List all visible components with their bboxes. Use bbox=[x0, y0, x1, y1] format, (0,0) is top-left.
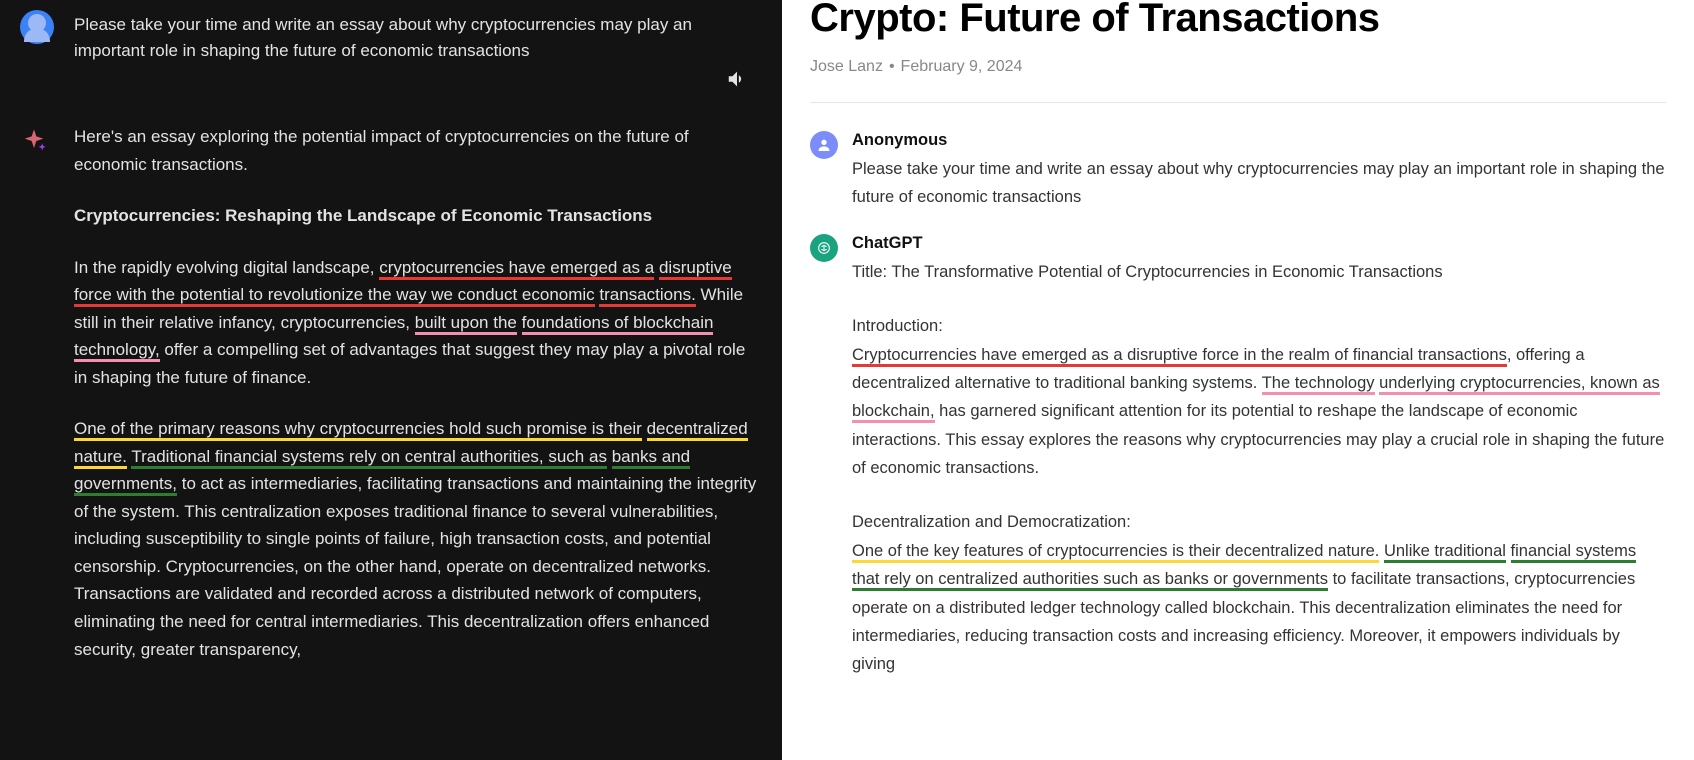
gpt-section-2: Decentralization and Democratization: On… bbox=[852, 508, 1666, 678]
article-date: February 9, 2024 bbox=[901, 58, 1023, 75]
gpt-label: ChatGPT bbox=[852, 234, 1666, 253]
gpt-intro-section: Introduction: Cryptocurrencies have emer… bbox=[852, 312, 1666, 482]
underline-red: Cryptocurrencies have emerged as a disru… bbox=[852, 346, 1507, 367]
essay-heading: Cryptocurrencies: Reshaping the Landscap… bbox=[74, 202, 762, 230]
divider bbox=[810, 102, 1666, 103]
speaker-icon[interactable] bbox=[726, 68, 748, 96]
ai-message-row: Here's an essay exploring the potential … bbox=[20, 123, 762, 687]
author-name: Jose Lanz bbox=[810, 58, 883, 75]
right-article-panel: Crypto: Future of Transactions Jose Lanz… bbox=[782, 0, 1694, 760]
anon-body: Anonymous Please take your time and writ… bbox=[852, 131, 1666, 212]
anon-avatar-icon bbox=[810, 131, 838, 159]
gpt-sec2-label: Decentralization and Democratization: bbox=[852, 513, 1131, 531]
article-byline: Jose Lanz • February 9, 2024 bbox=[810, 58, 1666, 76]
left-chat-panel: Please take your time and write an essay… bbox=[0, 0, 782, 760]
underline-green: Traditional financial systems rely on ce… bbox=[131, 447, 607, 469]
underline-red: transactions. bbox=[599, 285, 695, 307]
gpt-text: Title: The Transformative Potential of C… bbox=[852, 258, 1666, 679]
underline-yellow: One of the key features of cryptocurrenc… bbox=[852, 542, 1379, 563]
anon-message: Anonymous Please take your time and writ… bbox=[810, 131, 1666, 212]
gpt-body: ChatGPT Title: The Transformative Potent… bbox=[852, 234, 1666, 705]
gpt-avatar-icon bbox=[810, 234, 838, 262]
gpt-message: ChatGPT Title: The Transformative Potent… bbox=[810, 234, 1666, 705]
user-prompt-text: Please take your time and write an essay… bbox=[74, 10, 762, 63]
ai-response-content: Here's an essay exploring the potential … bbox=[74, 123, 762, 687]
essay-para-2: One of the primary reasons why cryptocur… bbox=[74, 415, 762, 663]
gpt-title-line: Title: The Transformative Potential of C… bbox=[852, 258, 1666, 286]
underline-pink: The technology bbox=[1262, 374, 1375, 395]
anon-label: Anonymous bbox=[852, 131, 1666, 150]
underline-red: cryptocurrencies have emerged as a bbox=[379, 258, 654, 280]
sparkle-icon bbox=[20, 123, 54, 687]
underline-green: Unlike traditional bbox=[1384, 542, 1506, 563]
byline-separator: • bbox=[889, 58, 895, 75]
underline-pink: built upon the bbox=[415, 313, 517, 335]
anon-text: Please take your time and write an essay… bbox=[852, 155, 1666, 212]
ai-intro: Here's an essay exploring the potential … bbox=[74, 123, 762, 178]
user-message-row: Please take your time and write an essay… bbox=[20, 0, 762, 63]
essay-para-1: In the rapidly evolving digital landscap… bbox=[74, 254, 762, 392]
user-avatar-icon bbox=[20, 10, 54, 44]
underline-yellow: One of the primary reasons why cryptocur… bbox=[74, 419, 642, 441]
article-title: Crypto: Future of Transactions bbox=[810, 0, 1666, 40]
gpt-intro-label: Introduction: bbox=[852, 317, 943, 335]
